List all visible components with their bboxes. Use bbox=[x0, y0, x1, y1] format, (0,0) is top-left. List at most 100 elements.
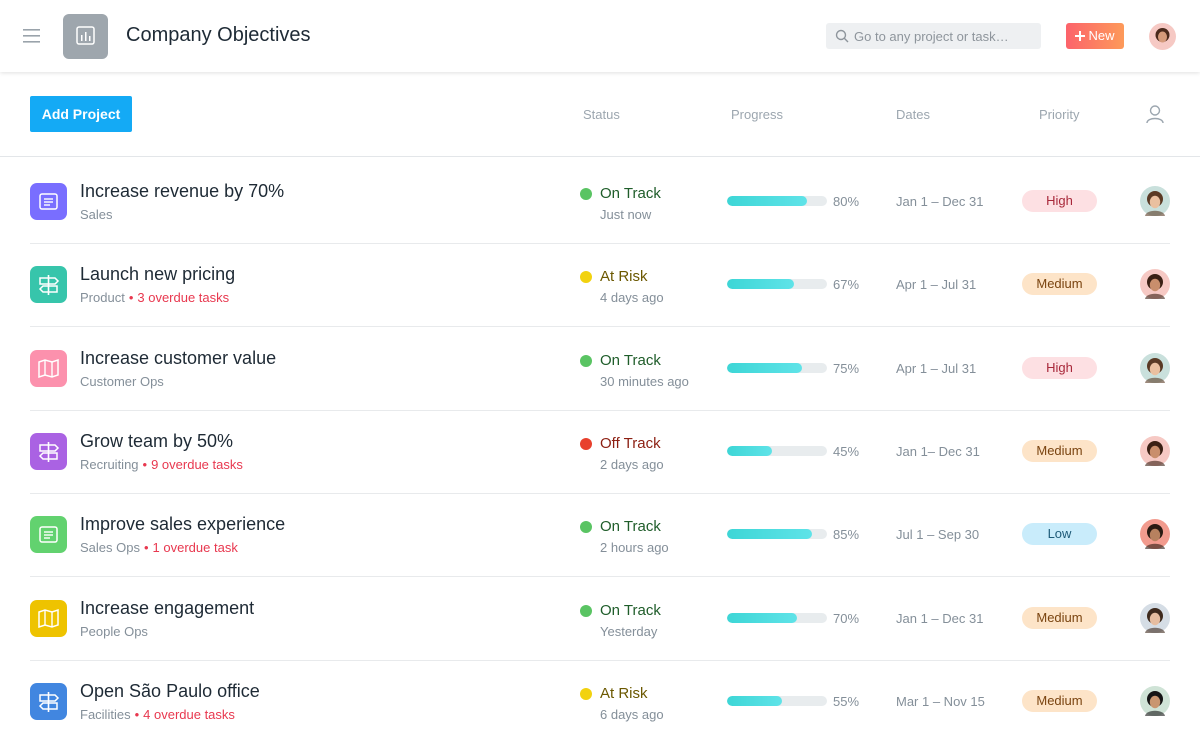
progress-bar bbox=[727, 196, 807, 206]
project-icon bbox=[30, 599, 67, 637]
priority: Medium bbox=[1022, 439, 1097, 462]
status: On Track bbox=[600, 185, 661, 202]
project-name[interactable]: Open São Paulo office bbox=[80, 680, 260, 701]
column-header: Dates bbox=[896, 107, 930, 122]
row-divider bbox=[30, 659, 1170, 661]
status-dot bbox=[580, 521, 592, 534]
column-header: Status bbox=[583, 107, 620, 122]
separator: • bbox=[142, 456, 148, 472]
dates: Jan 1– Dec 31 bbox=[896, 443, 980, 459]
progress-bar bbox=[727, 445, 772, 456]
overdue-tasks: 9 overdue tasks bbox=[151, 456, 243, 472]
row-divider bbox=[30, 243, 1170, 244]
plus-icon bbox=[1075, 31, 1086, 41]
assignee-avatar[interactable] bbox=[1140, 602, 1170, 633]
priority: Low bbox=[1022, 523, 1097, 546]
team: Facilities bbox=[80, 706, 131, 722]
project-name[interactable]: Increase revenue by 70% bbox=[80, 181, 285, 201]
status: On Track bbox=[600, 351, 661, 369]
assignee-avatar[interactable] bbox=[1140, 186, 1170, 216]
team: Sales Ops bbox=[80, 540, 140, 556]
progress-label: 85% bbox=[833, 527, 860, 543]
status-dot bbox=[580, 271, 592, 284]
progress-track bbox=[727, 612, 827, 623]
progress-label: 75% bbox=[833, 360, 860, 376]
team: Product bbox=[80, 290, 125, 306]
search-placeholder: Go to any project or task… bbox=[854, 29, 1009, 44]
status-dot bbox=[580, 188, 592, 200]
status-updated: 6 days ago bbox=[600, 706, 664, 722]
status: On Track bbox=[600, 518, 661, 536]
column-header: Progress bbox=[731, 107, 784, 122]
new-button[interactable]: New bbox=[1066, 23, 1124, 49]
status-updated: 30 minutes ago bbox=[600, 373, 689, 389]
status-updated: Just now bbox=[600, 207, 652, 222]
assignee-avatar[interactable] bbox=[1140, 685, 1170, 716]
project-name[interactable]: Increase customer value bbox=[80, 347, 277, 368]
owner-column-icon bbox=[1146, 105, 1164, 124]
progress-track bbox=[727, 529, 827, 540]
project-name[interactable]: Launch new pricing bbox=[80, 264, 236, 285]
project-name[interactable]: Increase engagement bbox=[80, 597, 255, 618]
project-meta: People Ops bbox=[80, 624, 148, 639]
project-icon bbox=[30, 516, 67, 554]
progress-track bbox=[727, 695, 827, 706]
status-updated: 2 hours ago bbox=[600, 540, 669, 556]
team: Customer Ops bbox=[80, 373, 164, 389]
separator: • bbox=[128, 290, 134, 306]
row-divider bbox=[30, 492, 1170, 494]
project-meta: Product • 3 overdue tasks bbox=[80, 290, 229, 305]
priority: Medium bbox=[1022, 689, 1097, 712]
overdue-tasks: 4 overdue tasks bbox=[143, 706, 235, 722]
progress-bar bbox=[727, 529, 812, 540]
project-icon bbox=[30, 432, 67, 470]
search-icon bbox=[835, 29, 849, 43]
search-box[interactable]: Go to any project or task… bbox=[826, 23, 1041, 49]
status-dot bbox=[580, 604, 592, 617]
status: Off Track bbox=[600, 434, 661, 452]
assignee-avatar[interactable] bbox=[1140, 435, 1170, 466]
user-avatar[interactable] bbox=[1149, 23, 1176, 50]
add-project-button[interactable]: Add Project bbox=[30, 96, 132, 132]
progress-track bbox=[727, 362, 827, 373]
dates: Mar 1 – Nov 15 bbox=[896, 693, 985, 709]
overdue-tasks: 3 overdue tasks bbox=[137, 290, 230, 306]
status-updated: 4 days ago bbox=[600, 290, 664, 306]
progress-bar bbox=[727, 362, 802, 373]
menu-icon[interactable] bbox=[23, 28, 41, 44]
status-dot bbox=[580, 687, 592, 700]
project-name[interactable]: Improve sales experience bbox=[80, 514, 286, 535]
top-bar: Company Objectives Go to any project or … bbox=[0, 0, 1200, 72]
progress-track bbox=[727, 445, 827, 456]
assignee-avatar[interactable] bbox=[1140, 519, 1170, 550]
progress-label: 80% bbox=[833, 194, 860, 209]
assignee-avatar[interactable] bbox=[1140, 269, 1170, 300]
progress-label: 70% bbox=[833, 610, 860, 626]
new-label: New bbox=[1088, 28, 1115, 43]
status-dot bbox=[580, 437, 592, 450]
project-icon bbox=[30, 183, 67, 220]
dates: Jan 1 – Dec 31 bbox=[896, 610, 984, 626]
progress-label: 55% bbox=[833, 693, 860, 709]
progress-bar bbox=[727, 612, 797, 623]
project-name[interactable]: Grow team by 50% bbox=[80, 430, 234, 451]
progress-bar bbox=[727, 279, 794, 290]
project-icon bbox=[63, 14, 108, 59]
row-divider bbox=[30, 576, 1170, 578]
priority: Medium bbox=[1022, 273, 1097, 296]
priority: High bbox=[1022, 356, 1097, 379]
assignee-avatar[interactable] bbox=[1140, 352, 1170, 383]
priority: High bbox=[1022, 190, 1097, 212]
project-icon bbox=[30, 682, 67, 720]
progress-track bbox=[727, 279, 827, 290]
overdue-tasks: 1 overdue task bbox=[152, 540, 238, 556]
team: Recruiting bbox=[80, 456, 139, 472]
project-icon bbox=[30, 349, 67, 387]
project-meta: Sales Ops • 1 overdue task bbox=[80, 540, 238, 555]
dates: Apr 1 – Jul 31 bbox=[896, 277, 977, 293]
project-meta: Sales bbox=[80, 207, 113, 222]
separator: • bbox=[143, 540, 149, 556]
divider bbox=[0, 156, 1200, 157]
project-icon bbox=[30, 266, 67, 304]
progress-track bbox=[727, 196, 827, 206]
